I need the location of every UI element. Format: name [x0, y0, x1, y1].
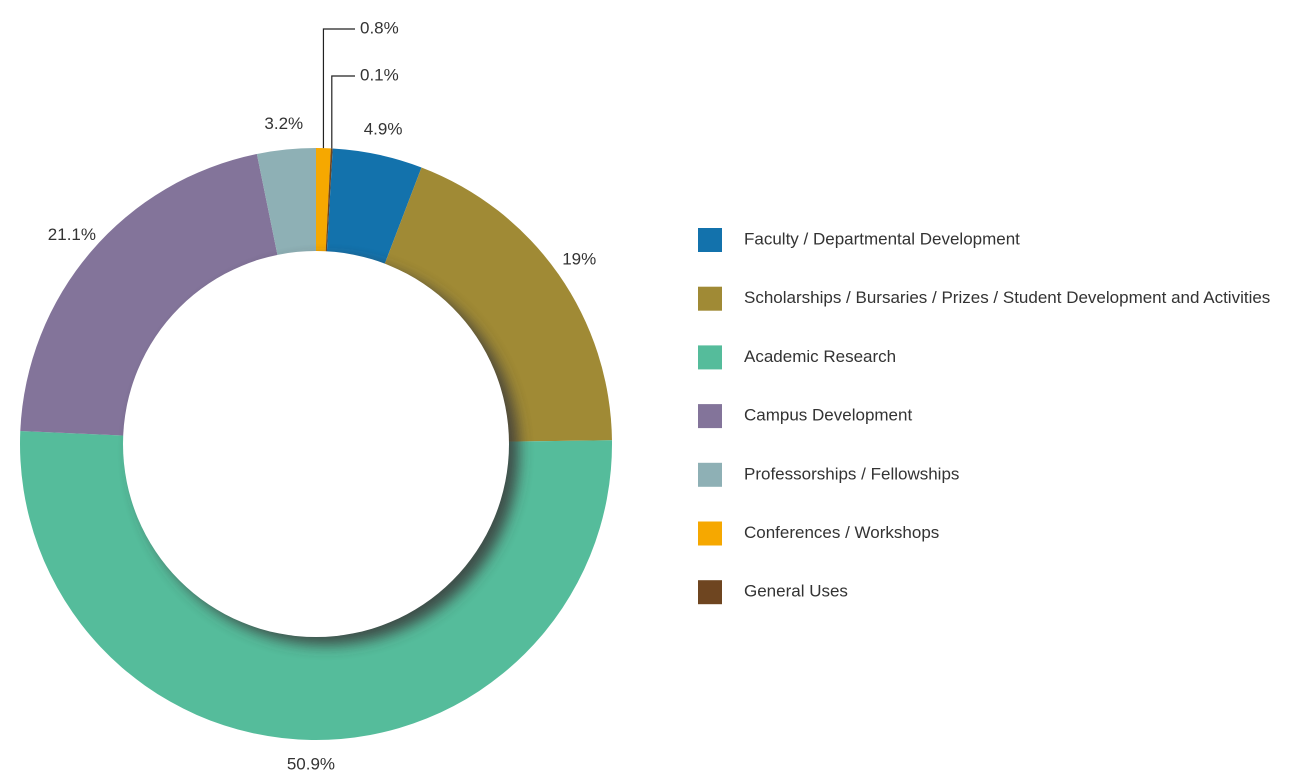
data-label: 0.1% — [360, 65, 399, 84]
data-label: 21.1% — [48, 225, 96, 244]
data-label: 19% — [562, 250, 596, 269]
legend-label: Scholarships / Bursaries / Prizes / Stud… — [744, 288, 1270, 307]
legend: Faculty / Departmental Development Schola… — [698, 228, 1270, 605]
legend-swatch — [698, 404, 722, 429]
legend-swatch — [698, 345, 722, 370]
legend-swatch — [698, 228, 722, 252]
legend-label: Academic Research — [744, 347, 896, 366]
labels: 0.8% 0.1% 4.9% 19% 50.9% 21.1% 3.2% — [48, 18, 596, 773]
data-label: 0.8% — [360, 18, 399, 37]
leader-line — [322, 28, 355, 149]
donut-hole — [123, 251, 509, 637]
data-label: 50.9% — [287, 754, 335, 773]
legend-swatch — [698, 286, 722, 311]
legend-label: Conferences / Workshops — [744, 523, 939, 542]
leader-line — [331, 75, 355, 149]
data-label: 4.9% — [364, 120, 403, 139]
legend-label: Faculty / Departmental Development — [744, 229, 1020, 248]
data-label: 3.2% — [264, 114, 303, 133]
legend-label: Campus Development — [744, 406, 912, 425]
legend-swatch — [698, 462, 722, 487]
legend-label: General Uses — [744, 582, 848, 601]
legend-swatch — [698, 580, 722, 605]
legend-swatch — [698, 521, 722, 546]
legend-label: Professorships / Fellowships — [744, 464, 959, 483]
